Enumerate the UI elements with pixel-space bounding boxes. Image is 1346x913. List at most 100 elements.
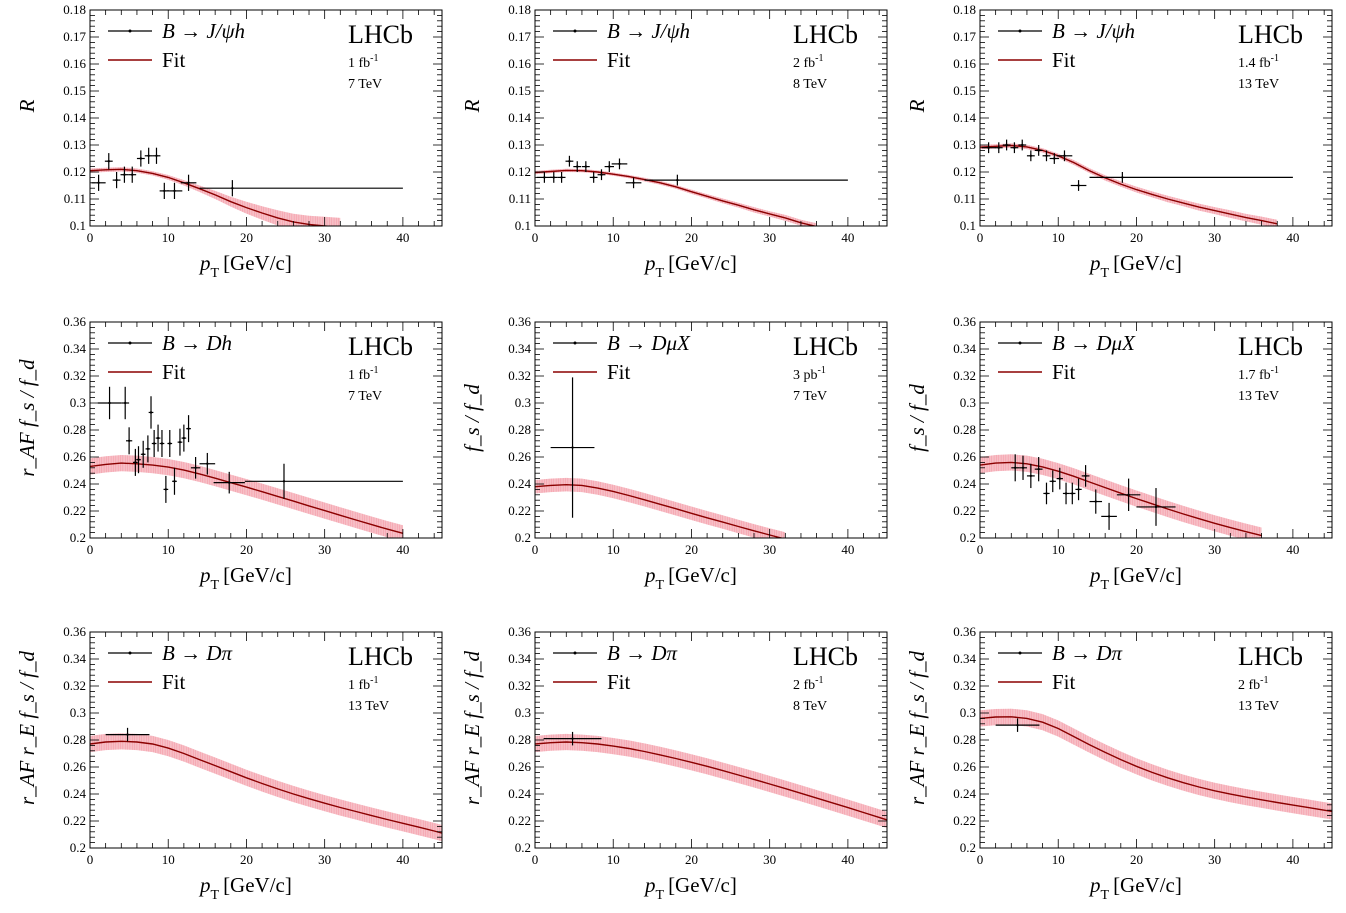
x-tick-label: 20 [685, 542, 698, 557]
data-point [186, 415, 191, 443]
marker [1077, 184, 1080, 187]
data-point [565, 155, 574, 167]
y-axis-title: r_AF r_E f_s / f_d [15, 651, 39, 806]
x-tick-label: 40 [1286, 852, 1299, 867]
x-tick-label: 30 [763, 542, 776, 557]
x-axis-title: pT [GeV/c] [1088, 563, 1182, 593]
x-tick-label: 0 [532, 542, 539, 557]
marker [1127, 493, 1130, 496]
x-axis-title-units: [GeV/c] [668, 251, 737, 275]
x-tick-label: 0 [87, 542, 94, 557]
marker [187, 427, 190, 430]
chart-panel-8: 0 10 20 30 40 0.2 0.22 0.24 0.26 0.28 0.3 0.32 0.34 0… [460, 624, 888, 903]
y-tick-label: 0.3 [70, 705, 86, 720]
data-point [121, 386, 130, 420]
energy-label: 8 TeV [793, 77, 827, 92]
data-point [1049, 153, 1060, 164]
legend-fit-label: Fit [1052, 360, 1076, 384]
fit-curve [980, 716, 1332, 813]
plot-area [535, 731, 887, 829]
marker [618, 162, 621, 166]
data-point [597, 169, 606, 181]
energy-label: 13 TeV [1238, 77, 1279, 92]
y-tick-label: 0.26 [508, 759, 531, 774]
plot-area [535, 377, 786, 538]
y-tick-label: 0.22 [63, 813, 86, 828]
x-tick-label: 0 [532, 230, 539, 245]
luminosity-label: 2 fb-1 [1238, 675, 1269, 693]
x-tick-label: 30 [763, 230, 776, 245]
marker [600, 173, 603, 176]
data-point [128, 166, 137, 183]
x-tick-label: 0 [532, 852, 539, 867]
luminosity-label: 1 fb-1 [348, 365, 379, 383]
chart-panel-5: 0 10 20 30 40 0.2 0.22 0.24 0.26 0.28 0.3 0.32 0.34 0… [460, 314, 888, 593]
luminosity-value: 1.7 fb [1238, 368, 1271, 383]
lhcb-label: LHCb [1238, 20, 1303, 49]
data-point [1019, 455, 1027, 480]
marker [1021, 143, 1024, 147]
x-axis-title-sub: T [1101, 578, 1110, 593]
x-axis-title-units: [GeV/c] [668, 873, 737, 897]
legend-fit-label: Fit [607, 360, 631, 384]
x-axis-title-units: [GeV/c] [668, 563, 737, 587]
marker [1016, 723, 1019, 727]
marker [571, 737, 574, 740]
y-tick-label: 0.2 [70, 530, 86, 545]
luminosity-value: 1.4 fb [1238, 56, 1271, 71]
data-point [1062, 482, 1070, 505]
luminosity-exponent: -1 [818, 365, 826, 376]
y-tick-label: 0.15 [508, 83, 531, 98]
data-point [604, 161, 615, 172]
y-tick-label: 0.11 [509, 191, 531, 206]
x-axis-title-units: [GeV/c] [1113, 251, 1182, 275]
luminosity-label: 2 fb-1 [793, 675, 824, 693]
energy-label: 13 TeV [1238, 389, 1279, 404]
marker [552, 176, 555, 179]
legend-data-marker [573, 651, 577, 655]
marker [131, 173, 134, 176]
data-point [148, 396, 154, 429]
legend-data-label: B → Dh [162, 331, 232, 355]
x-axis-title-sub: T [211, 266, 220, 281]
y-axis-title: R [15, 99, 39, 113]
y-tick-label: 0.3 [515, 705, 531, 720]
lhcb-label: LHCb [1238, 642, 1303, 671]
marker [676, 178, 679, 182]
data-point [199, 452, 216, 475]
data-point [589, 172, 598, 183]
x-axis-title-units: [GeV/c] [223, 563, 292, 587]
y-tick-label: 0.36 [953, 314, 976, 329]
energy-label: 13 TeV [348, 699, 389, 714]
y-tick-label: 0.36 [63, 314, 86, 329]
data-point [133, 448, 138, 476]
y-tick-label: 0.32 [508, 368, 531, 383]
chart-panel-6: 0 10 20 30 40 0.2 0.22 0.24 0.26 0.28 0.3 0.32 0.34 0… [905, 314, 1333, 593]
data-point [144, 147, 153, 164]
x-axis-title-units: [GeV/c] [223, 251, 292, 275]
y-tick-label: 0.24 [508, 786, 531, 801]
data-point [163, 475, 169, 503]
marker [282, 480, 286, 483]
data-point [180, 174, 197, 191]
y-tick-label: 0.16 [953, 56, 976, 71]
x-tick-label: 30 [318, 230, 331, 245]
marker [1094, 500, 1097, 503]
marker [123, 173, 126, 176]
y-tick-label: 0.28 [63, 732, 86, 747]
plot-area [90, 147, 403, 226]
lhcb-label: LHCb [793, 642, 858, 671]
y-tick-label: 0.22 [63, 503, 86, 518]
data-point [1056, 467, 1063, 490]
x-axis-title: pT [GeV/c] [198, 563, 292, 593]
marker [560, 176, 563, 179]
x-tick-label: 0 [977, 852, 984, 867]
marker [97, 181, 100, 184]
y-tick-label: 0.36 [508, 314, 531, 329]
data-point [190, 457, 201, 479]
x-tick-label: 20 [1130, 230, 1143, 245]
marker [228, 481, 231, 484]
luminosity-exponent: -1 [815, 675, 823, 686]
marker [1014, 466, 1017, 469]
data-point [177, 428, 183, 456]
